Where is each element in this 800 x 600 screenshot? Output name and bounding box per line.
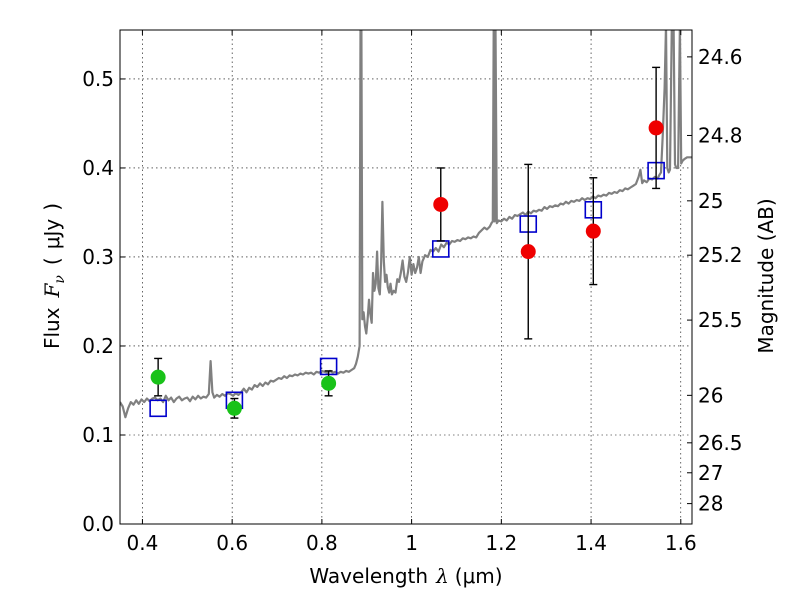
y2-tick-label: 25 — [698, 189, 723, 213]
y2-tick-label: 25.2 — [698, 243, 743, 267]
y2-tick-label: 28 — [698, 492, 723, 516]
x-tick-label: 0.8 — [306, 531, 338, 555]
y-tick-label: 0.4 — [82, 156, 114, 180]
x-tick-label: 0.4 — [127, 531, 159, 555]
y-tick-label: 0.3 — [82, 245, 114, 269]
observed-nir-point — [648, 120, 664, 136]
y2-tick-label: 26 — [698, 383, 723, 407]
y-tick-label: 0.1 — [82, 423, 114, 447]
model-photometry-square — [149, 399, 167, 418]
observed-nir-point — [433, 196, 449, 212]
model-spectrum-line — [120, 30, 692, 419]
x-tick-label: 1.6 — [665, 531, 697, 555]
x-tick-label: 0.6 — [216, 531, 248, 555]
y2-axis-label: Magnitude (AB) — [754, 198, 778, 353]
y-tick-label: 0.5 — [82, 67, 114, 91]
axis-ticks: 0.4 0.6 0.8 1 1.2 1.4 1.6 0.0 0.1 0.2 0.3 0.4 0.5 24.… — [82, 30, 743, 555]
y-tick-label: 0.0 — [82, 512, 114, 536]
observed-optical-point — [321, 375, 337, 391]
observed-nir-point — [585, 223, 601, 239]
x-tick-label: 1.4 — [575, 531, 607, 555]
y-tick-label: 0.2 — [82, 334, 114, 358]
y2-tick-label: 27 — [698, 461, 723, 485]
observed-optical-point — [226, 400, 242, 416]
x-axis-label: Wavelength λ (μm) — [309, 564, 502, 588]
axes-frame — [119, 29, 693, 525]
y2-tick-label: 26.5 — [698, 431, 743, 455]
y-axis-label: FluxFν(μJy) — [40, 203, 68, 349]
observed-nir-point — [520, 244, 536, 260]
y2-tick-label: 24.8 — [698, 123, 743, 147]
observed-optical-point — [150, 369, 166, 385]
y2-tick-label: 25.5 — [698, 308, 743, 332]
plot-area — [120, 30, 692, 419]
y2-tick-label: 24.6 — [698, 45, 743, 69]
x-tick-label: 1.2 — [485, 531, 517, 555]
x-tick-label: 1 — [405, 531, 418, 555]
